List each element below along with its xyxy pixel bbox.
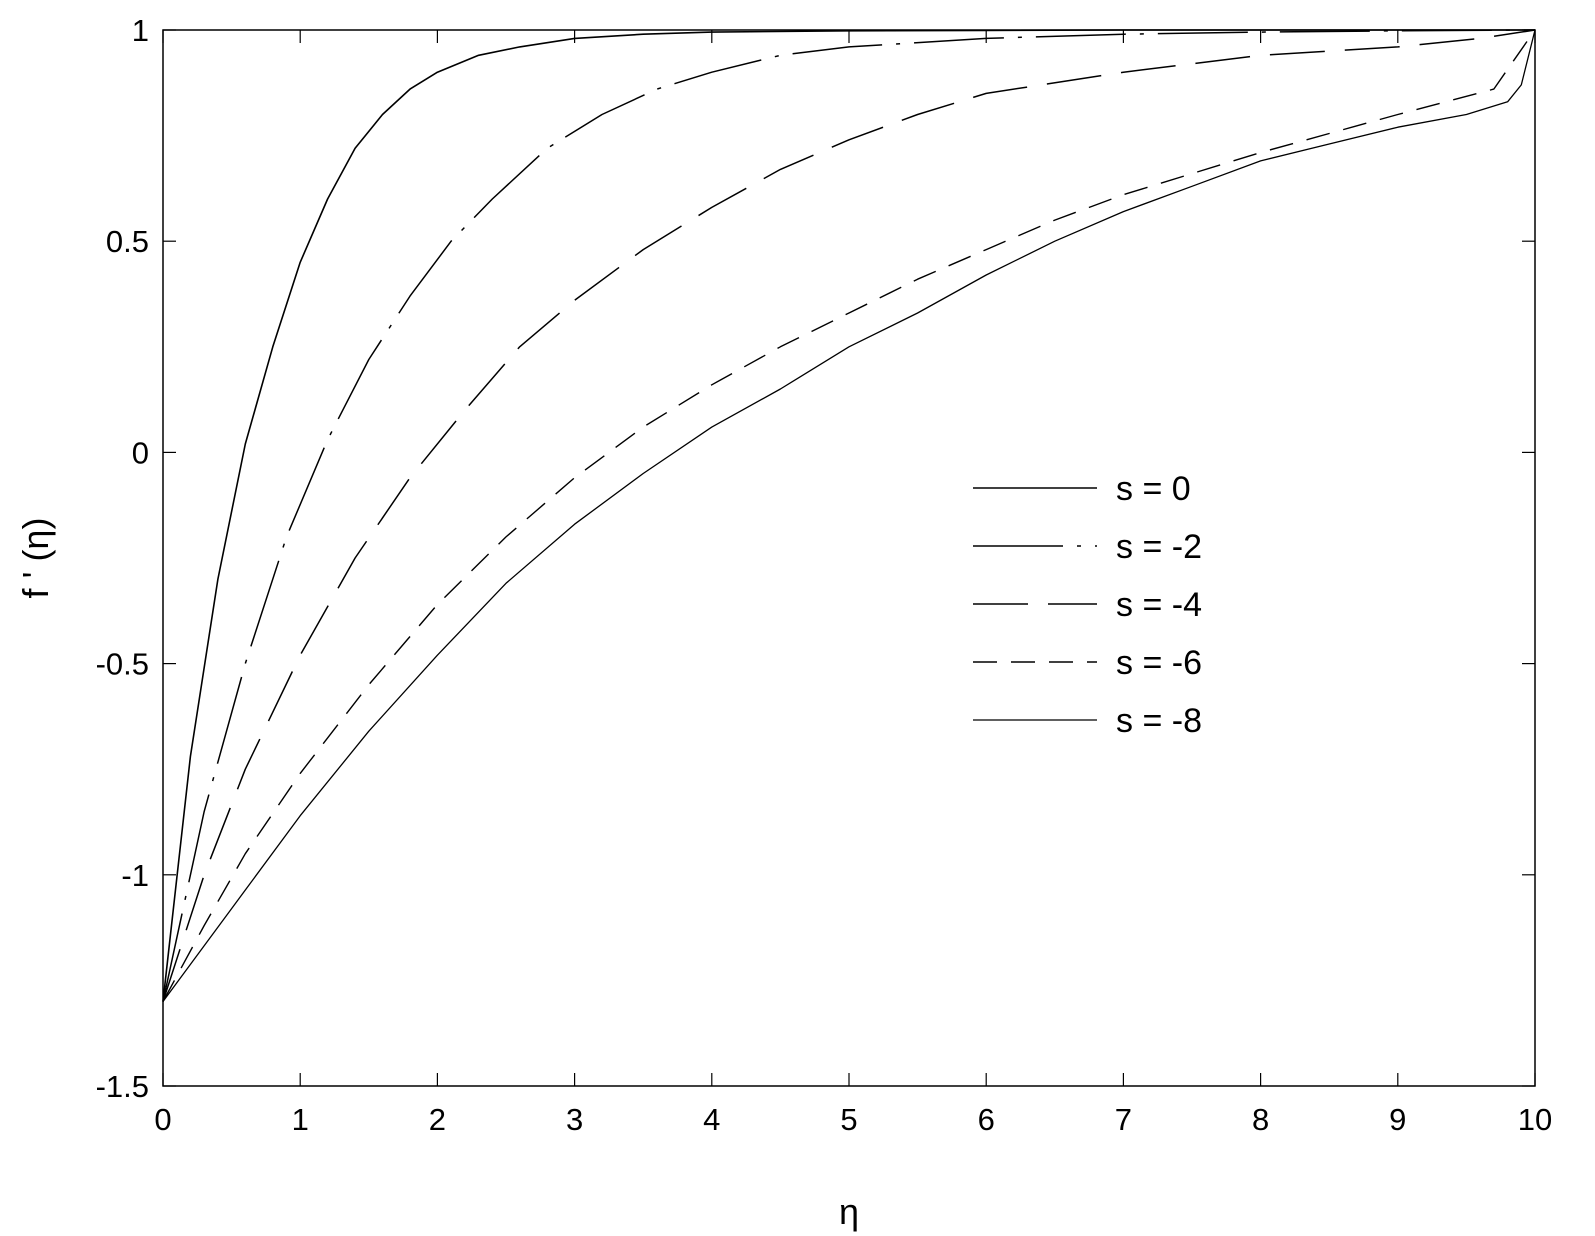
y-tick-label: 1 [132, 13, 149, 48]
axis-tick-labels: 0 1 2 3 4 5 6 7 8 9 10 1 0.5 0 -0.5 -1 -1.5 [96, 13, 1553, 1137]
legend-label-1: s = -2 [1116, 528, 1202, 566]
legend: s = 0 s = -2 s = -4 s = -6 s = -8 [973, 470, 1202, 740]
legend-label-0: s = 0 [1116, 470, 1191, 508]
y-axis-label: f ' (η) [15, 518, 56, 599]
x-tick-label: 1 [292, 1102, 309, 1137]
x-tick-label: 2 [429, 1102, 446, 1137]
plot-area-frame [162, 29, 1536, 1087]
x-axis-label: η [839, 1191, 859, 1232]
x-tick-label: 8 [1252, 1102, 1269, 1137]
x-tick-label: 0 [154, 1102, 171, 1137]
x-tick-label: 4 [703, 1102, 720, 1137]
x-tick-label: 10 [1518, 1102, 1552, 1137]
series-line-1 [162, 29, 1536, 1002]
y-tick-label: 0.5 [106, 224, 149, 259]
x-tick-label: 6 [978, 1102, 995, 1137]
x-tick-label: 9 [1389, 1102, 1406, 1137]
x-tick-label: 7 [1115, 1102, 1132, 1137]
series-group [162, 29, 1536, 1002]
series-line-3 [162, 29, 1536, 1002]
series-line-2 [162, 29, 1536, 1002]
y-tick-label: -0.5 [96, 647, 149, 682]
x-tick-label: 5 [840, 1102, 857, 1137]
legend-label-2: s = -4 [1116, 586, 1202, 624]
y-tick-label: -1 [121, 858, 149, 893]
axis-ticks [162, 29, 1536, 1087]
series-line-0 [162, 29, 1535, 1002]
x-tick-label: 3 [566, 1102, 583, 1137]
y-tick-label: -1.5 [96, 1069, 149, 1104]
series-line-4 [162, 29, 1536, 1002]
legend-label-4: s = -8 [1116, 702, 1202, 740]
legend-label-3: s = -6 [1116, 644, 1202, 682]
y-tick-label: 0 [132, 435, 149, 470]
